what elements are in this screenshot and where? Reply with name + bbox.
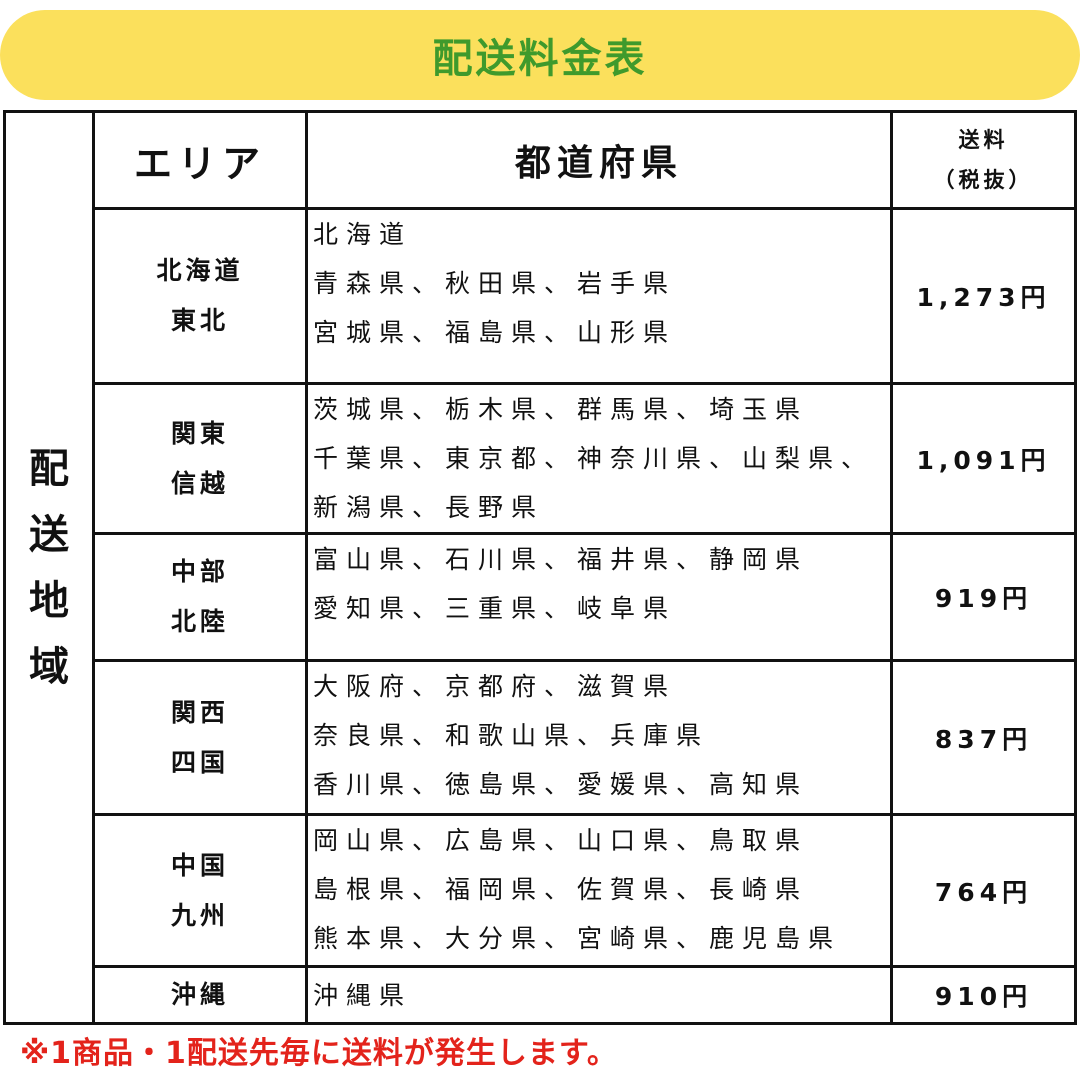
side-label-char: 配 <box>29 445 69 492</box>
header-price: 送料 （税抜） <box>893 113 1074 210</box>
prefecture-line: 愛知県、三重県、岐阜県 <box>313 594 677 623</box>
prefecture-cell: 北海道青森県、秋田県、岩手県 宮城県、福島県、山形県 <box>308 210 893 385</box>
area-cell: 関西 四国 <box>95 662 308 816</box>
header-area: エリア <box>95 113 308 210</box>
prefecture-line: 富山県、石川県、福井県、静岡県 <box>313 545 809 574</box>
side-label-char: 送 <box>29 511 69 558</box>
area-name: 沖縄 <box>170 980 229 1009</box>
price-cell: 919円 <box>893 535 1074 662</box>
header-price-line2: （税抜） <box>933 168 1034 192</box>
shipping-fee-table: 配送地域 エリア 都道府県 送料 （税抜） 北海道 東北 北海道 青森県、秋田県、岩手… <box>3 110 1077 1025</box>
area-name: 九州 <box>170 900 229 930</box>
area-name: 関西 <box>170 697 229 727</box>
prefecture-line: 香川県、徳島県、愛媛県、高知県 <box>313 770 809 799</box>
price-cell: 837円 <box>893 662 1074 816</box>
prefecture-line: 北海道 <box>313 220 413 249</box>
prefecture-line: 宮城県、福島県、山形県 <box>313 318 677 347</box>
header-prefecture: 都道府県 <box>308 113 893 210</box>
prefecture-line: 岡山県、広島県、山口県、鳥取県 <box>313 826 809 855</box>
delivery-region-label: 配送地域 <box>6 113 95 1022</box>
footnote: ※1商品・1配送先毎に送料が発生します。 <box>20 1036 618 1071</box>
area-cell: 中国 九州 <box>95 816 308 968</box>
title-banner: 配送料金表 <box>0 10 1080 100</box>
prefecture-line: 千葉県、東京都、神奈川県、山梨県、 <box>313 444 875 473</box>
prefecture-line: 大阪府、京都府、滋賀県 <box>313 672 677 701</box>
area-name: 関東 <box>170 418 229 448</box>
price-cell: 1,273円 <box>893 210 1074 385</box>
area-cell: 沖縄 <box>95 968 308 1022</box>
prefecture-line: 島根県、福岡県、佐賀県、長崎県 <box>313 875 809 904</box>
area-name: 四国 <box>170 747 229 777</box>
prefecture-line: 熊本県、大分県、宮崎県、鹿児島県 <box>313 924 842 953</box>
area-cell: 北海道 東北 <box>95 210 308 385</box>
price-cell: 910円 <box>934 982 1033 1011</box>
prefecture-cell: 大阪府、京都府、滋賀県奈良県、和歌山県、兵庫県香川県、徳島県、愛媛県、高知県 <box>308 662 893 816</box>
header-price-line1: 送料 <box>958 128 1009 152</box>
page-title: 配送料金表 <box>432 36 648 82</box>
area-name: 中部 <box>170 557 229 586</box>
price-cell: 764円 <box>893 816 1074 968</box>
prefecture-cell: 岡山県、広島県、山口県、鳥取県 島根県、福岡県、佐賀県、長崎県熊本県、大分県、宮崎… <box>308 816 893 968</box>
area-name: 北陸 <box>170 607 229 636</box>
prefecture-cell: 富山県、石川県、福井県、静岡県 愛知県、三重県、岐阜県 <box>308 535 893 662</box>
prefecture-line: 奈良県、和歌山県、兵庫県 <box>313 721 710 750</box>
area-cell: 中部 北陸 <box>95 535 308 662</box>
prefecture-line: 青森県、秋田県、岩手県 <box>313 269 677 298</box>
prefecture-cell: 茨城県、栃木県、群馬県、埼玉県千葉県、東京都、神奈川県、山梨県、 新潟県、長野県 <box>308 385 893 535</box>
area-cell: 関東 信越 <box>95 385 308 535</box>
area-name: 信越 <box>170 468 229 498</box>
prefecture-line: 茨城県、栃木県、群馬県、埼玉県 <box>313 395 809 424</box>
price-cell: 1,091円 <box>893 385 1074 535</box>
area-name: 東北 <box>170 306 229 335</box>
prefecture-cell: 沖縄県 <box>308 968 893 1022</box>
area-name: 中国 <box>170 850 229 880</box>
prefecture-line: 新潟県、長野県 <box>313 493 545 522</box>
side-label-char: 域 <box>29 643 69 690</box>
area-name: 北海道 <box>156 256 244 285</box>
side-label-char: 地 <box>29 577 69 624</box>
prefecture-line: 沖縄県 <box>313 980 413 1010</box>
